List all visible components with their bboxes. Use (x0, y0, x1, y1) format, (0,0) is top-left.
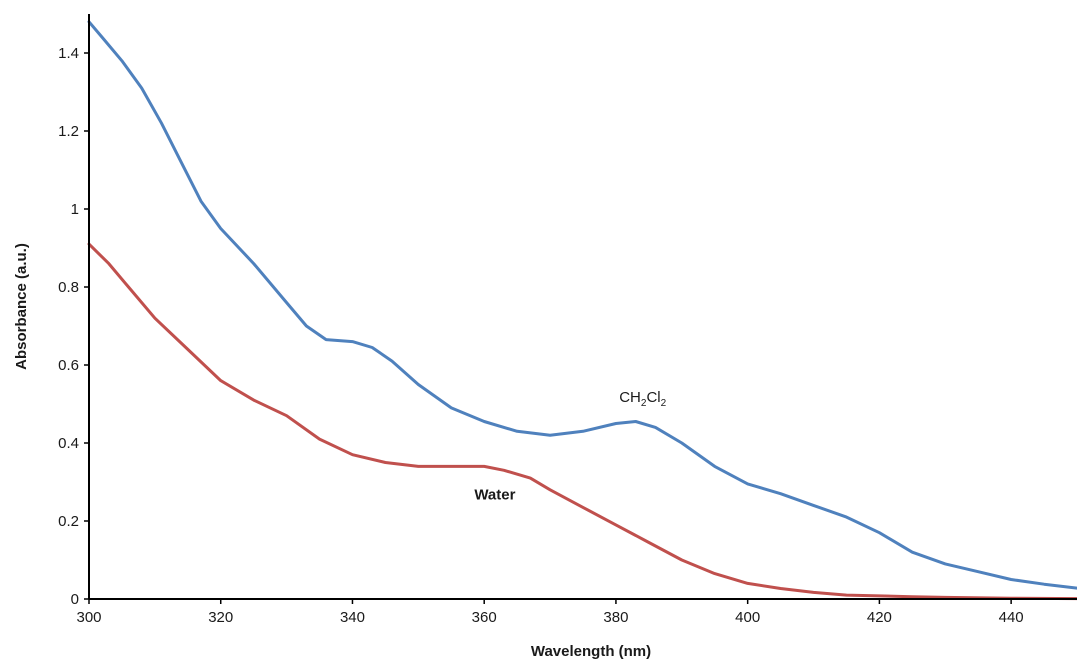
x-tick-label: 300 (76, 609, 101, 626)
series-layer (87, 20, 1077, 601)
ch2cl2-label-sub: 2 (661, 398, 667, 409)
ch2cl2-label-part: CH (619, 389, 641, 406)
y-tick-label: 1.4 (58, 45, 79, 62)
x-tick-label: 320 (208, 609, 233, 626)
y-tick-label: 1 (71, 201, 79, 218)
series-line-ch2cl2 (87, 20, 1077, 590)
axes-layer (88, 14, 1077, 600)
x-tick-label: 440 (999, 609, 1024, 626)
x-ticks: 300 320 340 360 380 400 420 440 (76, 599, 1024, 626)
ch2cl2-label-part: Cl (646, 389, 660, 406)
series-label-ch2cl2: CH2Cl2 (619, 389, 666, 409)
x-tick-label: 420 (867, 609, 892, 626)
ch2cl2-label-sub: 2 (641, 398, 647, 409)
x-tick-label: 360 (472, 609, 497, 626)
y-tick-label: 0.8 (58, 279, 79, 296)
x-tick-label: 400 (735, 609, 760, 626)
x-tick-label: 380 (603, 609, 628, 626)
y-ticks: 0 0.2 0.4 0.6 0.8 1 1.2 1.4 (58, 45, 89, 608)
y-tick-label: 0.2 (58, 513, 79, 530)
series-label-water: Water (474, 487, 515, 504)
y-axis-title: Absorbance (a.u.) (13, 243, 30, 370)
x-tick-label: 340 (340, 609, 365, 626)
y-tick-label: 1.2 (58, 123, 79, 140)
y-tick-label: 0.6 (58, 357, 79, 374)
y-tick-label: 0 (71, 591, 79, 608)
x-axis-title: Wavelength (nm) (531, 643, 651, 660)
series-line-water (87, 242, 1077, 601)
y-tick-label: 0.4 (58, 435, 79, 452)
